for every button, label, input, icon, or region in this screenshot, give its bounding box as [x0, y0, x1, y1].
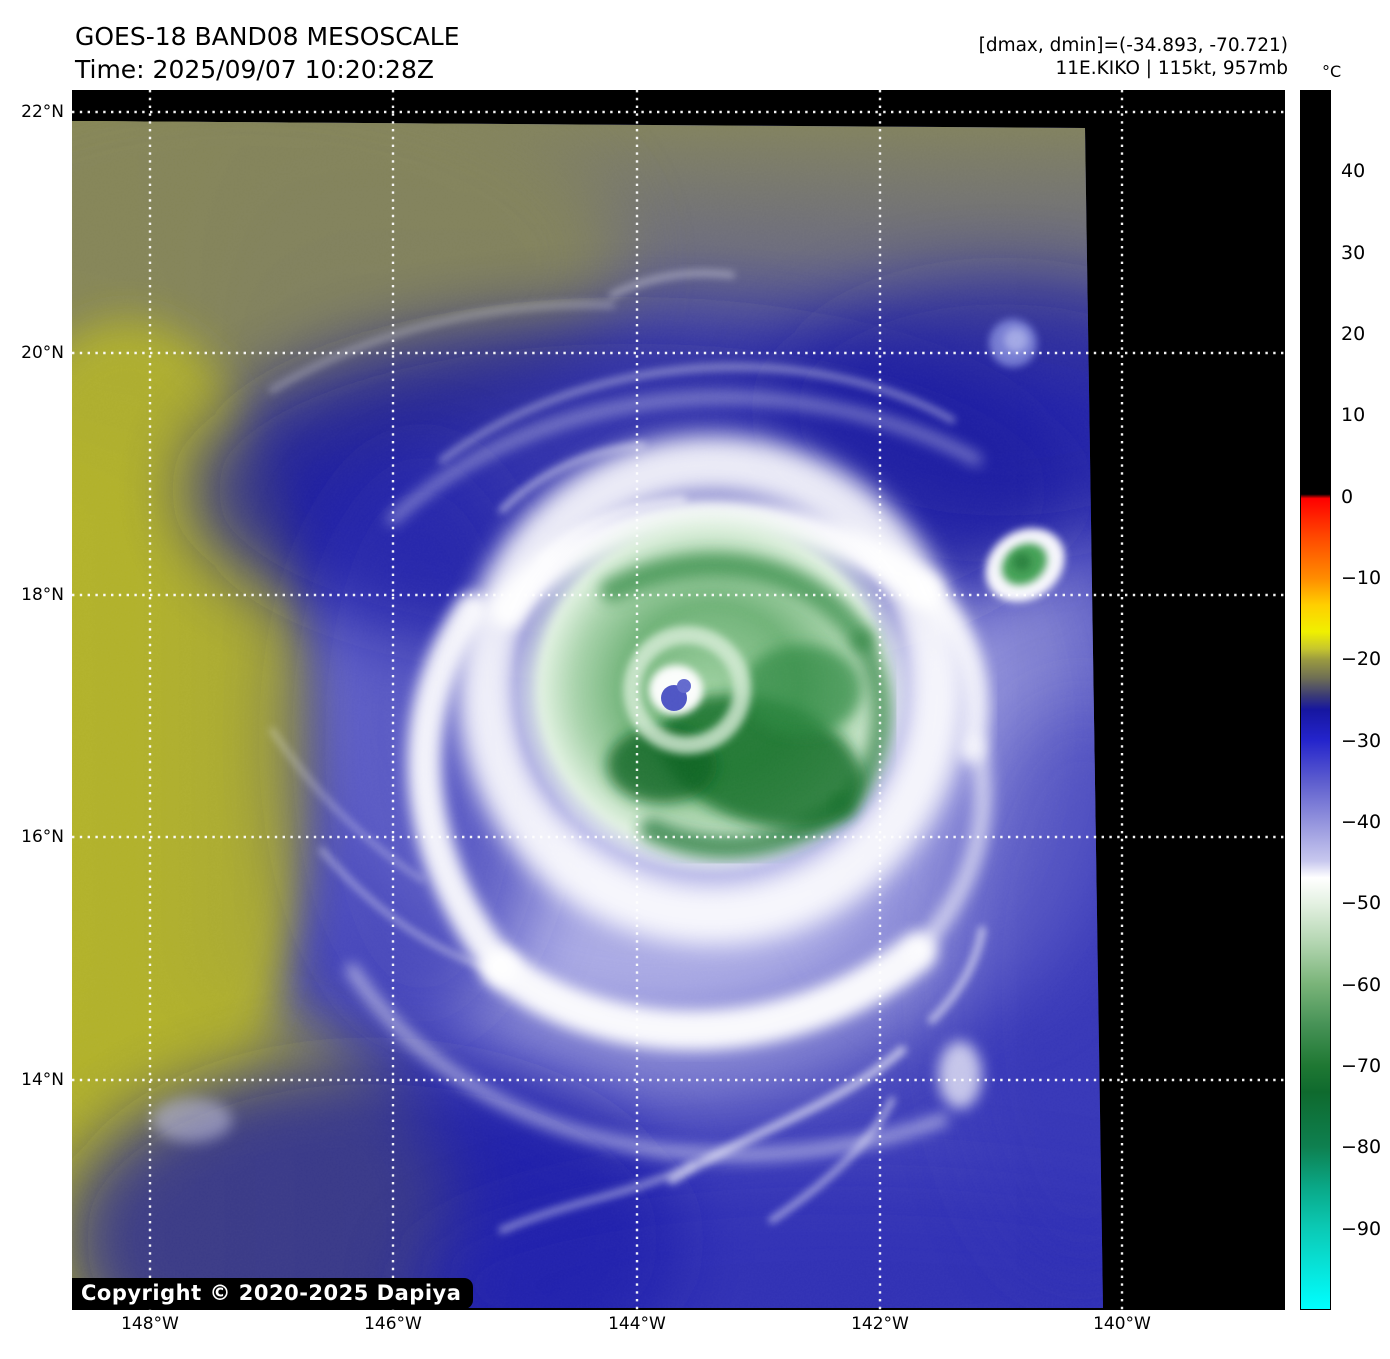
y-tick-label: 16°N — [21, 827, 64, 847]
product-timestamp: Time: 2025/09/07 10:20:28Z — [75, 55, 434, 84]
colorbar-tick-label: −80 — [1341, 1136, 1382, 1158]
x-tick-label: 142°W — [851, 1314, 909, 1334]
dmax-dmin-annotation: [dmax, dmin]=(-34.893, -70.721) — [978, 35, 1288, 56]
colorbar-tick-label: 40 — [1341, 160, 1366, 182]
product-title: GOES-18 BAND08 MESOSCALE — [75, 22, 460, 51]
satellite-map: Copyright © 2020-2025 Dapiya — [72, 90, 1285, 1310]
colorbar-labels: 40 30 20 10 0 −10 −20 −30 −40 −50 −60 −7… — [1341, 90, 1390, 1310]
y-tick-label: 18°N — [21, 585, 64, 605]
satellite-image — [72, 90, 1285, 1310]
annotation-block: [dmax, dmin]=(-34.893, -70.721) 11E.KIKO… — [979, 34, 1288, 80]
y-tick-label: 22°N — [21, 102, 64, 122]
colorbar-tick-label: −10 — [1341, 567, 1382, 589]
colorbar-tick-label: −60 — [1341, 974, 1382, 996]
y-tick-label: 20°N — [21, 343, 64, 363]
colorbar-tick-label: 30 — [1341, 242, 1366, 264]
colorbar-tick-label: 10 — [1341, 404, 1366, 426]
x-tick-label: 146°W — [364, 1314, 422, 1334]
x-tick-label: 140°W — [1093, 1314, 1151, 1334]
data-swath — [72, 121, 1103, 1308]
x-tick-label: 148°W — [121, 1314, 179, 1334]
colorbar-tick-label: −90 — [1341, 1218, 1382, 1240]
temperature-colorbar — [1300, 90, 1331, 1310]
colorbar-tick-label: −40 — [1341, 811, 1382, 833]
colorbar-tick-label: −30 — [1341, 730, 1382, 752]
colorbar-tick-label: −70 — [1341, 1055, 1382, 1077]
colorbar-tick-label: 0 — [1341, 486, 1354, 508]
image-grain — [72, 121, 1103, 1308]
copyright-badge: Copyright © 2020-2025 Dapiya — [72, 1278, 474, 1309]
colorbar-unit-label: °C — [1322, 62, 1342, 81]
colorbar-tick-label: 20 — [1341, 323, 1366, 345]
gridlines — [72, 90, 1285, 1310]
x-tick-label: 144°W — [608, 1314, 666, 1334]
y-tick-label: 14°N — [21, 1070, 64, 1090]
colorbar-tick-label: −50 — [1341, 892, 1382, 914]
colorbar-tick-label: −20 — [1341, 648, 1382, 670]
storm-info-annotation: 11E.KIKO | 115kt, 957mb — [1055, 58, 1289, 79]
title-block: GOES-18 BAND08 MESOSCALE Time: 2025/09/0… — [75, 20, 460, 86]
